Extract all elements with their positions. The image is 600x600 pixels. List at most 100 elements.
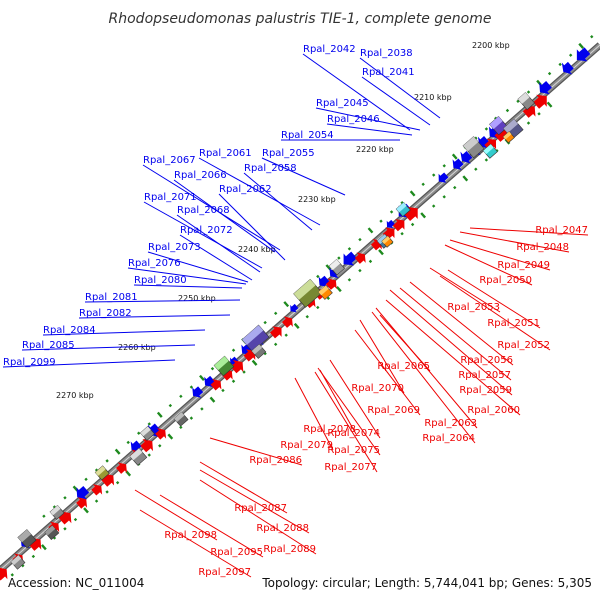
gene-features [0,47,591,581]
tick-dot [484,158,489,162]
forward-gene [561,61,574,75]
leader-line [142,164,281,251]
tick-dot [189,416,194,420]
box-shine [293,279,316,300]
gene-label: Rpal_2065 [377,361,430,372]
gene-label: Rpal_2071 [144,192,197,203]
forward-gene [438,172,449,183]
leader-line [429,267,501,313]
gene-arrow-shape [561,61,574,75]
forward-gene [290,303,299,313]
tick-dot [115,480,120,485]
tick-dot [189,385,194,389]
leader-line [315,107,421,131]
leader-line [449,239,551,271]
tick-dot [147,453,151,457]
tick-dot [251,359,258,366]
tick-label: 2220 kbp [356,145,394,154]
reverse-gene [58,511,72,525]
leader-line [78,314,231,319]
gene-label: Rpal_2057 [458,370,511,381]
tick-dot [263,320,267,325]
forward-gene [452,158,464,170]
gene-arrow-shape [539,81,552,95]
accession-text: Accession: NC_011004 [8,576,144,590]
forward-gene [76,486,90,500]
gene-label: Rpal_2067 [143,155,196,166]
box-shine [377,234,388,245]
tick-label: 2250 kbp [178,294,216,303]
feature-box [489,115,509,136]
gene-label: Rpal_2087 [234,503,287,514]
gene-label: Rpal_2042 [303,44,356,55]
gene-label: Rpal_2060 [467,405,520,416]
tick-dot [137,431,141,435]
leader-line [444,244,533,286]
reverse-gene [243,349,256,362]
feature-box [381,235,394,248]
gene-label: Rpal_2080 [134,275,187,286]
gene-label: Rpal_2099 [3,357,56,368]
reverse-gene [0,567,8,581]
tick-dot [221,388,225,393]
tick-dot [431,204,436,208]
tick-dot [210,366,215,371]
leader-line [198,157,321,226]
box-shine [50,505,61,516]
gene-label: Rpal_2074 [327,428,380,439]
reverse-gene [116,462,127,474]
box-shine [503,119,519,134]
tick-dot [126,440,130,445]
gene-arrow-shape [204,375,216,388]
gene-labels: Rpal_2042 Rpal_2038 Rpal_2041 Rpal_2045 Rpal… [3,44,588,578]
reverse-gene [101,473,115,487]
tick-dot [453,185,457,190]
gene-label: Rpal_2058 [244,163,297,174]
feature-box [213,355,235,377]
gene-label: Rpal_2098 [164,530,217,541]
gene-arrow-shape [533,94,547,109]
tick-label: 2260 kbp [118,343,156,352]
tick-dot [147,422,151,426]
gene-label: Rpal_2048 [516,242,569,253]
tick-label: 2230 kbp [298,195,336,204]
tick-dot [200,407,204,411]
feature-box [462,136,485,159]
tick-dot [442,164,446,168]
gene-arrow-shape [76,486,90,500]
reverse-gene [494,127,509,142]
tick-dot [114,448,121,455]
tick-dot [484,127,489,131]
gene-label: Rpal_2077 [324,462,377,473]
feature-box [482,143,498,159]
leader-line [218,193,286,261]
forward-gene [386,219,395,229]
gene-arrow-shape [221,369,233,381]
leader-line [199,461,288,514]
leader-line [319,369,357,435]
tick-dot [231,379,236,383]
tick-dot [199,374,205,381]
reverse-gene [269,326,282,339]
leader-line [139,509,252,578]
gene-label: Rpal_2088 [256,523,309,534]
gene-arrow-shape [192,386,204,398]
leader-line [21,344,196,351]
gene-label: Rpal_2046 [327,114,380,125]
leader-line [199,469,310,534]
leader-line [159,494,264,558]
leader-line [261,157,346,196]
gene-label: Rpal_2084 [43,325,96,336]
gene-arrow-shape [281,316,293,328]
leader-line [371,311,476,444]
gene-arrow-shape [460,151,473,164]
gene-label: Rpal_2050 [479,275,532,286]
leader-line [326,123,413,136]
tick-dot [231,348,236,352]
box-shine [95,465,106,476]
tick-label: 2200 kbp [472,41,510,50]
box-shine [242,325,264,346]
gene-arrow-shape [130,440,142,453]
tick-dot [409,190,416,197]
